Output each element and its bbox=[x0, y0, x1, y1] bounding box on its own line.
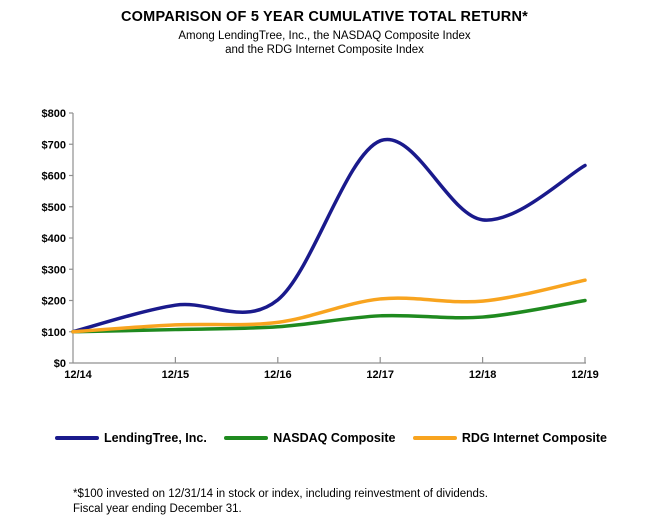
x-tick-label: 12/18 bbox=[469, 369, 497, 381]
chart-legend: LendingTree, Inc. NASDAQ Composite RDG I… bbox=[55, 431, 607, 445]
rdg-line-swatch bbox=[412, 436, 457, 440]
legend-label-lendingtree: LendingTree, Inc. bbox=[104, 431, 207, 445]
y-tick-label: $600 bbox=[42, 171, 66, 183]
footnote-line1: *$100 invested on 12/31/14 in stock or i… bbox=[73, 488, 488, 500]
x-tick-label: 12/16 bbox=[264, 369, 292, 381]
chart-title: COMPARISON OF 5 YEAR CUMULATIVE TOTAL RE… bbox=[121, 9, 528, 25]
nasdaq-line-swatch bbox=[224, 436, 269, 440]
y-tick-label: $100 bbox=[42, 327, 66, 339]
y-tick-label: $500 bbox=[42, 202, 66, 214]
series-line-0 bbox=[71, 137, 587, 334]
x-tick-label: 12/15 bbox=[162, 369, 190, 381]
x-tick-label: 12/17 bbox=[366, 369, 394, 381]
legend-item-lendingtree: LendingTree, Inc. bbox=[55, 431, 207, 445]
legend-label-nasdaq: NASDAQ Composite bbox=[273, 431, 396, 445]
chart-subtitle-line2: and the RDG Internet Composite Index bbox=[225, 44, 424, 56]
y-tick-label: $0 bbox=[54, 358, 66, 370]
lendingtree-line-swatch bbox=[55, 436, 99, 440]
legend-label-rdg: RDG Internet Composite bbox=[461, 431, 607, 445]
y-tick-label: $800 bbox=[42, 108, 66, 120]
legend-item-nasdaq: NASDAQ Composite bbox=[224, 431, 395, 445]
legend-item-rdg: RDG Internet Composite bbox=[412, 431, 607, 445]
chart-subtitle-line1: Among LendingTree, Inc., the NASDAQ Comp… bbox=[178, 30, 471, 42]
y-tick-label: $700 bbox=[42, 139, 66, 151]
y-tick-label: $200 bbox=[42, 296, 66, 308]
chart-footnote: *$100 invested on 12/31/14 in stock or i… bbox=[73, 487, 488, 517]
footnote-line2: Fiscal year ending December 31. bbox=[73, 503, 242, 515]
x-tick-label: 12/19 bbox=[571, 369, 599, 381]
x-tick-label: 12/14 bbox=[64, 369, 92, 381]
y-tick-label: $300 bbox=[42, 264, 66, 276]
series-line-1 bbox=[71, 298, 587, 334]
line-chart-plot-area: $0 $100 $200 $300 $400 $500 $600 $700 $800 12/14 1… bbox=[42, 108, 599, 381]
series-line-2 bbox=[71, 278, 587, 334]
y-tick-label: $400 bbox=[42, 233, 66, 245]
